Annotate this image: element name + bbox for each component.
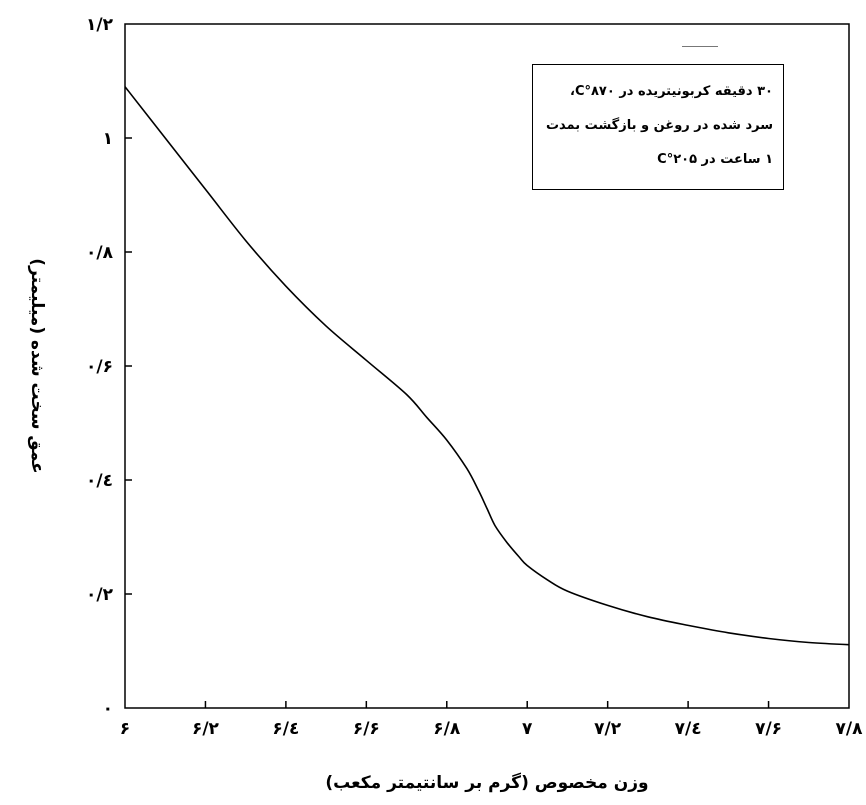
annotation-box: ۳۰ دقیقه کربونیتریده در ۸۷۰°C، سرد شده د… <box>532 64 784 190</box>
x-axis: ۶ ۶/۲ ۶/٤ ۶/۶ ۶/۸ ۷ ۷/۲ ۷/٤ ۷/۶ ۷/۸ <box>120 701 863 739</box>
y-tick-label: ۰/۲ <box>86 585 114 605</box>
y-axis: ۰ ۰/۲ ۰/٤ ۰/۶ ۰/۸ ۱ ۱/۲ <box>86 15 132 719</box>
annotation-line-3: ۱ ساعت در ۲۰۵°C <box>657 152 773 167</box>
annotation-line-1: ۳۰ دقیقه کربونیتریده در ۸۷۰°C، <box>569 84 773 99</box>
x-tick-label: ۶/٤ <box>272 719 299 739</box>
x-tick-label: ۷/۶ <box>755 719 782 739</box>
x-tick-label: ۶/۶ <box>353 719 380 739</box>
y-tick-label: ۱/۲ <box>86 15 114 35</box>
x-tick-label: ۷/٤ <box>675 719 702 739</box>
series-line <box>124 86 850 646</box>
x-tick-label: ۶/۲ <box>192 719 220 739</box>
y-tick-label: ۰/۶ <box>86 357 113 377</box>
x-axis-title: وزن مخصوص (گرم بر سانتیمتر مکعب) <box>325 772 648 793</box>
decorative-dash <box>682 46 718 47</box>
x-tick-label: ۶/۸ <box>433 719 461 739</box>
x-tick-label: ۷/۸ <box>836 719 864 739</box>
y-tick-label: ۱ <box>103 129 113 149</box>
annotation-line-2: سرد شده در روغن و بازگشت بمدت <box>545 118 773 133</box>
x-tick-label: ۷ <box>522 719 533 739</box>
y-axis-title: عمق سخت شده (میلیمتر) <box>27 258 47 473</box>
y-tick-label: ۰/۸ <box>86 243 114 263</box>
x-tick-label: ۷/۲ <box>594 719 622 739</box>
y-tick-label: ۰/٤ <box>86 471 113 491</box>
y-tick-label: ۰ <box>103 699 113 719</box>
x-tick-label: ۶ <box>120 719 130 739</box>
